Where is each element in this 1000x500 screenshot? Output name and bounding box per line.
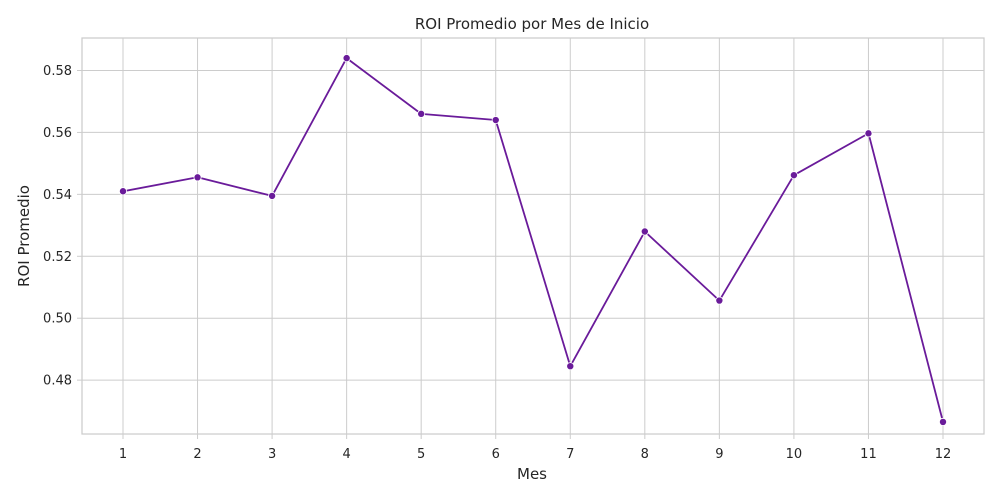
x-tick-label: 6 — [492, 447, 500, 462]
x-tick-label: 8 — [641, 447, 649, 462]
y-axis-label: ROI Promedio — [15, 185, 33, 287]
x-tick-label: 11 — [860, 447, 877, 462]
series-path — [122, 57, 944, 423]
y-tick-label: 0.58 — [43, 64, 72, 79]
data-point — [417, 109, 426, 118]
x-tick-label: 9 — [715, 447, 723, 462]
x-tick-label: 4 — [342, 447, 350, 462]
x-axis: 1 2 3 4 5 6 7 8 9 10 11 12 — [119, 434, 951, 462]
y-tick-label: 0.52 — [43, 250, 72, 265]
y-axis: 0.48 0.50 0.52 0.54 0.56 0.58 — [43, 64, 82, 389]
data-point — [939, 417, 948, 426]
x-axis-label: Mes — [517, 465, 547, 483]
x-tick-label: 3 — [268, 447, 276, 462]
y-tick-label: 0.50 — [43, 312, 72, 327]
y-tick-label: 0.48 — [43, 374, 72, 389]
x-tick-label: 7 — [566, 447, 574, 462]
data-point — [864, 129, 873, 138]
x-tick-label: 12 — [935, 447, 952, 462]
series-line — [119, 54, 948, 426]
data-point — [342, 54, 351, 63]
data-point — [119, 187, 128, 196]
data-point — [566, 362, 575, 371]
data-point — [491, 116, 500, 125]
x-tick-label: 2 — [193, 447, 201, 462]
plot-frame — [81, 37, 985, 435]
grid — [82, 38, 984, 434]
x-tick-label: 10 — [786, 447, 803, 462]
data-point — [193, 173, 202, 182]
chart-title: ROI Promedio por Mes de Inicio — [415, 15, 649, 33]
data-point — [268, 191, 277, 200]
y-tick-label: 0.54 — [43, 188, 72, 203]
y-tick-label: 0.56 — [43, 126, 72, 141]
x-tick-label: 1 — [119, 447, 127, 462]
data-point — [640, 227, 649, 236]
data-point — [789, 171, 798, 180]
data-point — [715, 296, 724, 305]
x-tick-label: 5 — [417, 447, 425, 462]
